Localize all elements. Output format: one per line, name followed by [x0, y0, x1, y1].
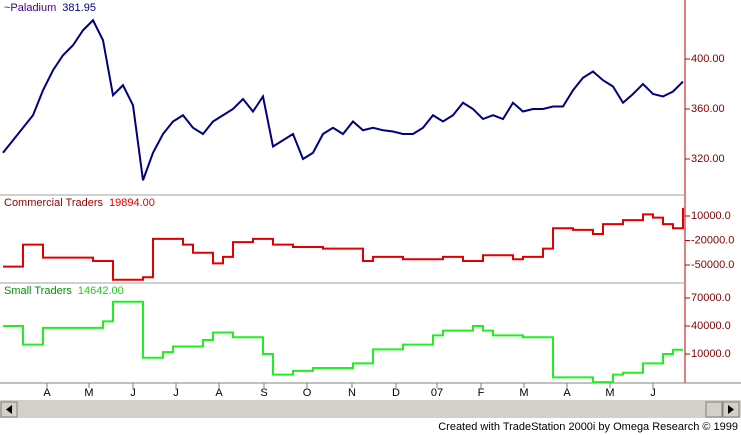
x-tick-label: S [260, 387, 267, 399]
series-line [2, 18, 684, 181]
footer: Created with TradeStation 2000i by Omega… [438, 421, 738, 433]
y-tick-label: 400.00 [691, 53, 725, 65]
series-last-value: 14642.00 [78, 285, 124, 297]
x-tick-label: J [130, 387, 136, 399]
series-name: Small Traders [4, 285, 72, 297]
scroll-thumb[interactable] [705, 401, 723, 418]
x-tick-label: A [215, 387, 223, 399]
x-tick-label: M [605, 387, 614, 399]
x-tick-label: F [478, 387, 485, 399]
x-tick-label: D [392, 387, 400, 399]
arrow-icon [6, 405, 12, 414]
y-tick-label: 40000.0 [691, 320, 731, 332]
series-name: Commercial Traders [4, 197, 104, 209]
y-tick-label: -50000.0 [691, 259, 734, 271]
x-tick-label: M [84, 387, 93, 399]
x-tick-label: J [650, 387, 656, 399]
series-line [3, 300, 683, 384]
y-tick-label: 10000.0 [691, 348, 731, 360]
series-last-value: 19894.00 [109, 197, 155, 209]
x-tick-label: 07 [431, 387, 443, 399]
x-tick-label: O [303, 387, 312, 399]
series-name: ~Paladium [4, 2, 56, 14]
x-tick-label: A [43, 387, 51, 399]
y-tick-label: 70000.0 [691, 292, 731, 304]
y-tick-label: 320.00 [691, 153, 725, 165]
x-tick-label: J [173, 387, 179, 399]
x-tick-label: N [348, 387, 356, 399]
x-tick-label: A [563, 387, 571, 399]
arrow-icon [728, 405, 734, 414]
scrollbar[interactable] [0, 400, 741, 418]
y-tick-label: -20000.0 [691, 234, 734, 246]
series-last-value: 381.95 [62, 2, 96, 14]
y-tick-label: 360.00 [691, 103, 725, 115]
series-line [3, 207, 684, 281]
y-tick-label: 10000.0 [691, 210, 731, 222]
x-tick-label: M [519, 387, 528, 399]
